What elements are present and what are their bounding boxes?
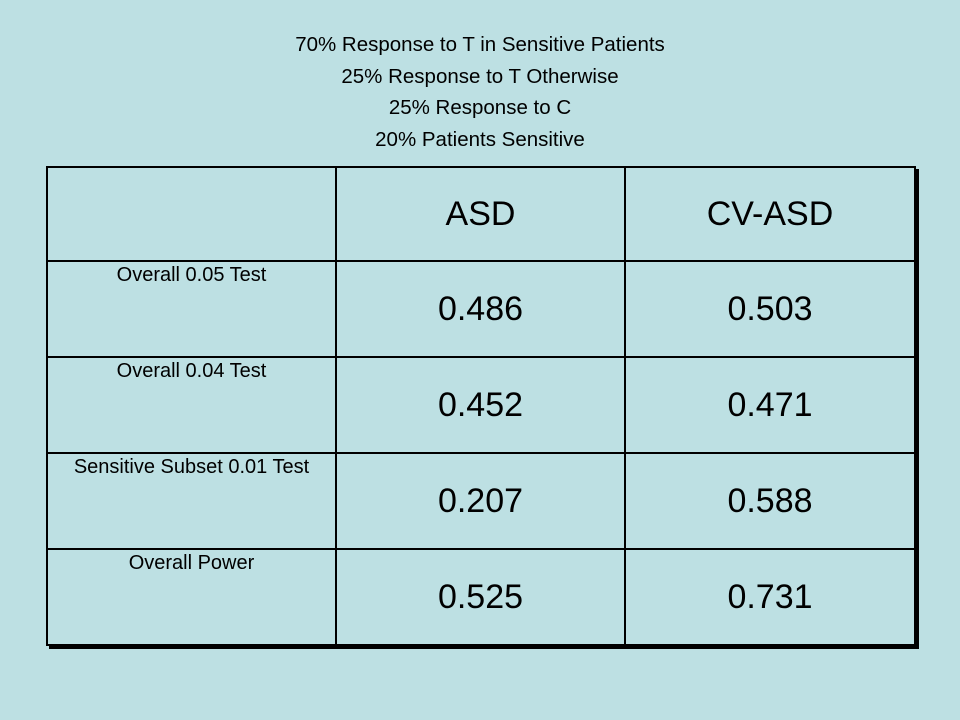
- value-cell-asd: 0.486: [335, 260, 626, 358]
- column-header-cv-asd: CV-ASD: [624, 166, 916, 262]
- value-cell-asd: 0.452: [335, 356, 626, 454]
- table-row: Overall 0.04 Test 0.452 0.471: [46, 356, 916, 454]
- row-label: Overall 0.04 Test: [46, 356, 337, 454]
- value-cell-cv-asd: 0.471: [624, 356, 916, 454]
- column-header-asd: ASD: [335, 166, 626, 262]
- header-line-1: 70% Response to T in Sensitive Patients: [295, 33, 665, 56]
- row-label: Overall Power: [46, 548, 337, 646]
- row-label: Sensitive Subset 0.01 Test: [46, 452, 337, 550]
- slide-header: 70% Response to T in Sensitive Patients …: [0, 29, 960, 155]
- header-line-3: 25% Response to C: [388, 96, 572, 119]
- value-cell-asd: 0.207: [335, 452, 626, 550]
- table-header-row: ASD CV-ASD: [46, 166, 916, 262]
- table-row: Overall Power 0.525 0.731: [46, 548, 916, 646]
- value-cell-asd: 0.525: [335, 548, 626, 646]
- value-cell-cv-asd: 0.731: [624, 548, 916, 646]
- header-line-4: 20% Patients Sensitive: [375, 127, 585, 151]
- header-line-2: 25% Response to T Otherwise: [341, 64, 619, 88]
- table-row: Overall 0.05 Test 0.486 0.503: [46, 260, 916, 358]
- results-table: ASD CV-ASD Overall 0.05 Test 0.486 0.503…: [46, 166, 916, 646]
- value-cell-cv-asd: 0.588: [624, 452, 916, 550]
- corner-cell: [46, 166, 337, 262]
- row-label: Overall 0.05 Test: [46, 260, 337, 358]
- table-row: Sensitive Subset 0.01 Test 0.207 0.588: [46, 452, 916, 550]
- value-cell-cv-asd: 0.503: [624, 260, 916, 358]
